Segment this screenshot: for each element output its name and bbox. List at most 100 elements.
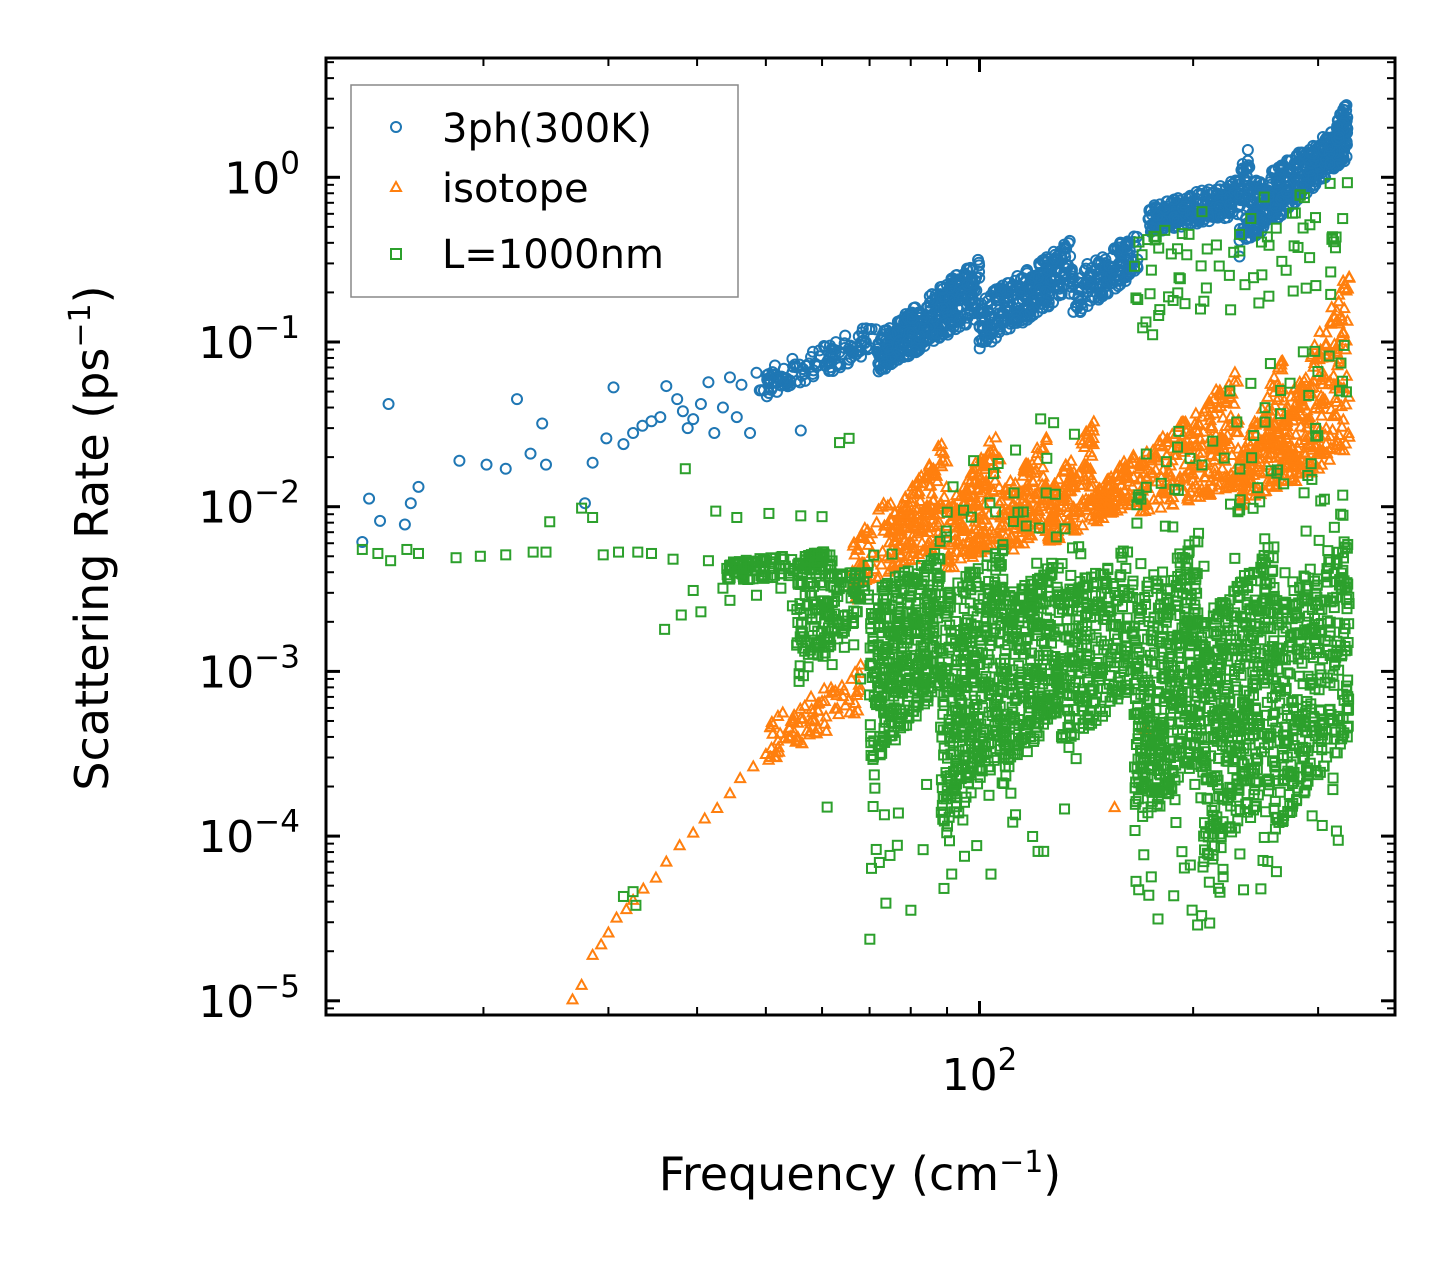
- data-point: [824, 361, 837, 374]
- data-point: [510, 393, 523, 406]
- data-point: [1283, 467, 1297, 480]
- data-point: [810, 599, 822, 611]
- data-point: [1099, 253, 1112, 266]
- data-point: [947, 519, 961, 532]
- data-point: [1147, 492, 1161, 505]
- data-point: [923, 520, 937, 533]
- data-point: [356, 536, 369, 549]
- data-point: [905, 529, 920, 542]
- data-point: [1091, 599, 1103, 611]
- data-point: [1338, 276, 1352, 290]
- data-point: [936, 283, 949, 296]
- data-point: [1077, 469, 1092, 482]
- data-point: [931, 517, 945, 530]
- data-point: [1167, 447, 1181, 460]
- data-point: [918, 566, 930, 578]
- data-point: [1280, 186, 1293, 199]
- data-point: [1280, 446, 1294, 459]
- data-point: [974, 634, 986, 646]
- data-point: [1108, 242, 1121, 255]
- data-point: [1003, 502, 1017, 515]
- data-point: [1030, 440, 1044, 454]
- data-point: [799, 589, 811, 601]
- data-point: [1087, 680, 1099, 692]
- data-point: [916, 508, 930, 521]
- data-point: [1195, 438, 1209, 451]
- data-point: [915, 535, 929, 548]
- data-point: [878, 324, 891, 337]
- data-point: [450, 552, 462, 564]
- data-point: [809, 726, 824, 739]
- data-point: [1061, 704, 1073, 716]
- data-point: [1003, 473, 1018, 486]
- data-point: [979, 473, 993, 486]
- data-point: [1111, 651, 1123, 663]
- data-point: [956, 669, 968, 681]
- data-point: [969, 530, 983, 543]
- data-point: [817, 650, 829, 662]
- data-point: [1085, 471, 1099, 484]
- data-point: [1054, 653, 1066, 665]
- data-point: [1015, 285, 1028, 298]
- data-point: [793, 701, 807, 714]
- data-point: [1070, 300, 1083, 313]
- data-point: [1233, 178, 1246, 191]
- data-point: [889, 350, 902, 363]
- data-point: [1175, 417, 1189, 430]
- data-point: [1022, 501, 1036, 514]
- data-point: [906, 545, 921, 558]
- data-point: [1058, 681, 1070, 693]
- data-point: [942, 554, 956, 567]
- data-point: [885, 350, 898, 363]
- data-point: [982, 434, 997, 447]
- data-point: [875, 739, 887, 751]
- data-point: [1075, 477, 1090, 490]
- data-point: [723, 786, 737, 799]
- data-point: [901, 719, 913, 731]
- data-point: [527, 546, 539, 558]
- data-point: [843, 705, 857, 718]
- data-point: [817, 716, 832, 729]
- data-point: [1233, 174, 1246, 187]
- data-point: [768, 558, 780, 570]
- data-point: [933, 552, 945, 564]
- data-point: [871, 502, 886, 515]
- data-point: [977, 455, 992, 468]
- data-point: [1037, 649, 1049, 661]
- data-point: [991, 290, 1004, 303]
- data-point: [636, 419, 649, 432]
- data-point: [1008, 476, 1023, 489]
- data-point: [881, 498, 895, 511]
- data-point: [1184, 191, 1197, 204]
- data-point: [903, 326, 916, 339]
- data-point: [879, 579, 891, 591]
- data-point: [1302, 416, 1316, 429]
- data-point: [889, 734, 901, 746]
- data-point: [1292, 400, 1307, 413]
- data-point: [1068, 703, 1080, 715]
- data-point: [1147, 445, 1162, 458]
- data-point: [1057, 729, 1069, 741]
- data-point: [1034, 297, 1047, 310]
- data-point: [939, 316, 952, 329]
- data-point: [1039, 432, 1054, 445]
- data-point: [1039, 569, 1051, 581]
- data-point: [884, 524, 899, 537]
- data-point: [385, 555, 397, 567]
- data-point: [902, 548, 916, 562]
- data-point: [860, 523, 875, 536]
- data-point: [819, 723, 834, 736]
- data-point: [1100, 691, 1112, 703]
- data-point: [972, 256, 985, 269]
- data-point: [1248, 414, 1262, 427]
- data-point: [630, 899, 642, 911]
- data-point: [968, 702, 980, 714]
- data-point: [1323, 140, 1336, 153]
- data-point: [1182, 426, 1197, 439]
- data-point: [796, 577, 808, 589]
- data-point: [990, 301, 1003, 314]
- data-point: [912, 484, 926, 497]
- data-point: [1247, 224, 1260, 237]
- data-point: [962, 579, 974, 591]
- data-point: [864, 719, 876, 731]
